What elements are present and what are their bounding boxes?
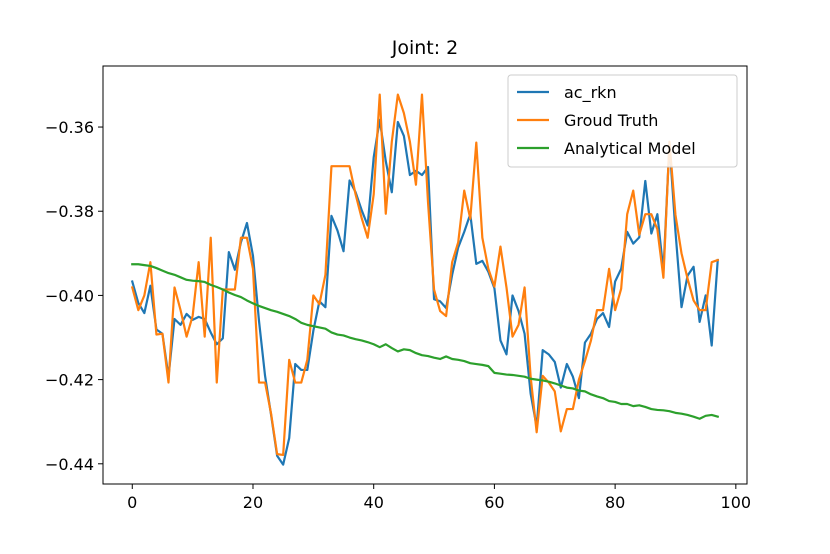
y-tick-label: −0.44: [45, 455, 94, 474]
x-tick-label: 100: [721, 493, 752, 512]
legend-label: Groud Truth: [564, 111, 658, 130]
x-tick-label: 0: [127, 493, 137, 512]
axes-layer: 0 20 40 60 80 100 −0.36 −0.38 −0.40 −0.42 −0.44: [45, 65, 752, 512]
chart-title: Joint: 2: [391, 37, 459, 59]
axes-frame: [102, 65, 748, 485]
series-line-2: [130, 93, 720, 457]
x-tick-label: 80: [605, 493, 625, 512]
legend-label: ac_rkn: [564, 83, 617, 103]
legend-label: Analytical Model: [564, 139, 696, 158]
legend: ac_rkn Groud Truth Analytical Model: [507, 74, 738, 168]
y-tick-label: −0.36: [45, 118, 94, 137]
series-layer: [130, 93, 720, 466]
x-tick-label: 40: [364, 493, 384, 512]
x-tick-label: 60: [484, 493, 504, 512]
series-line-3: [131, 263, 720, 420]
y-tick-label: −0.42: [45, 371, 94, 390]
x-tick-label: 20: [243, 493, 263, 512]
y-tick-label: −0.40: [45, 286, 94, 305]
y-tick-label: −0.38: [45, 202, 94, 221]
series-line-1: [130, 118, 719, 466]
legend-box: [507, 74, 738, 168]
